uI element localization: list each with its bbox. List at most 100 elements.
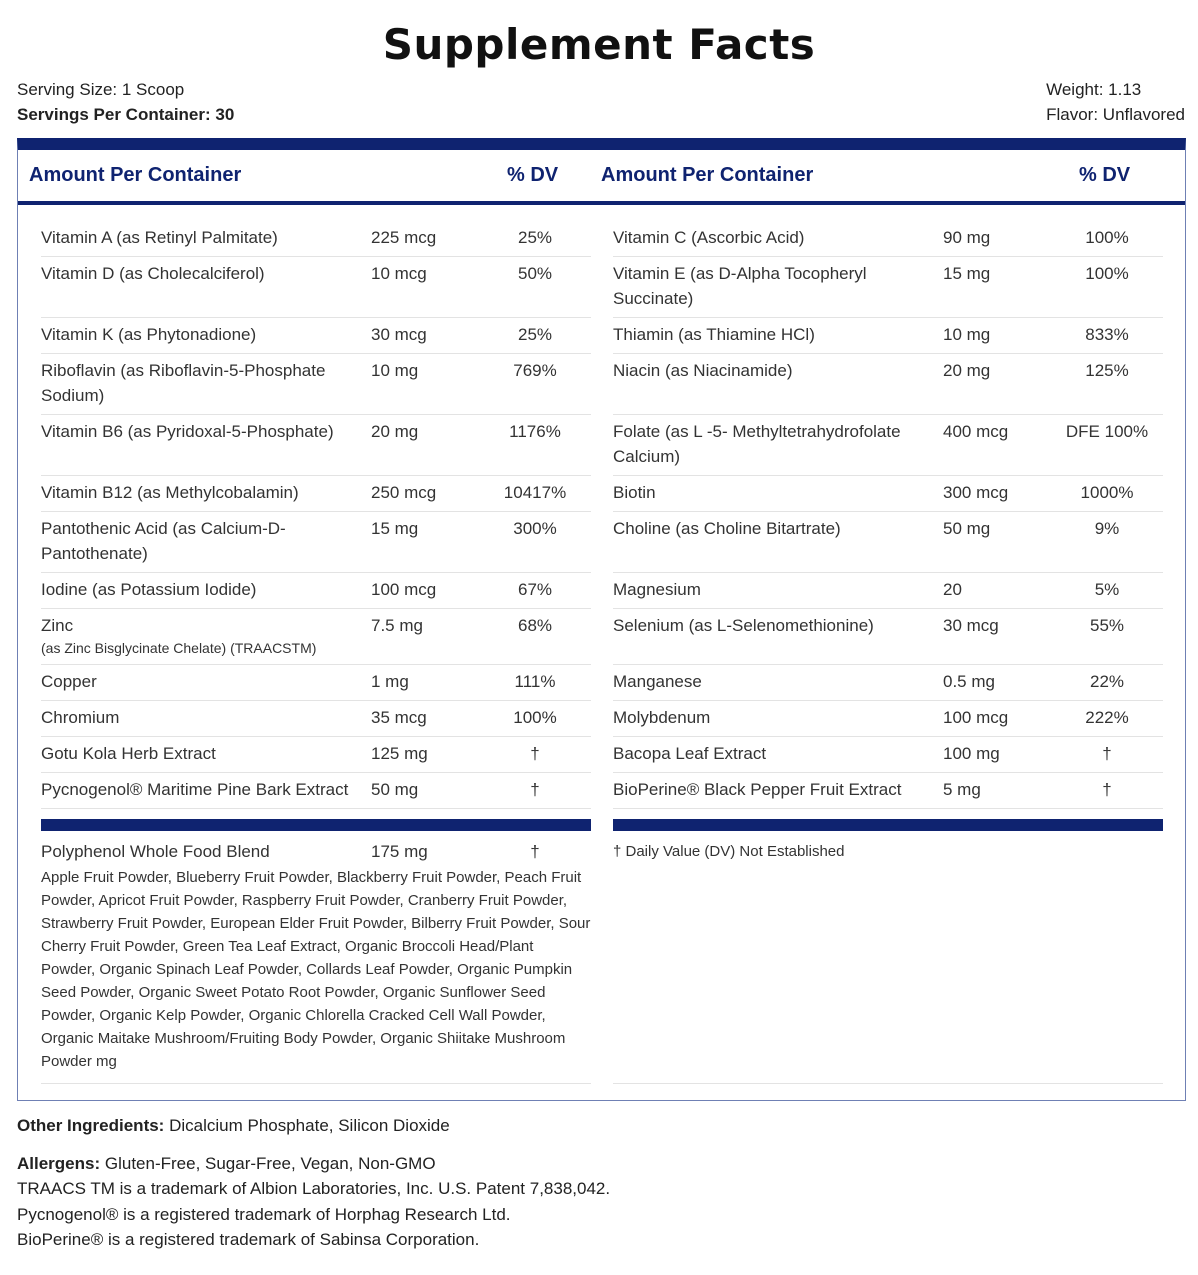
nutrient-dv: 10417% bbox=[503, 483, 567, 502]
nutrient-amount: 0.5 mg bbox=[943, 672, 995, 691]
nutrient-dv: † bbox=[530, 744, 540, 763]
nutrient-amount: 35 mcg bbox=[371, 708, 427, 727]
nutrient-label: Biotin bbox=[613, 483, 656, 502]
nutrient-row: Chromium 35 mcg 100% bbox=[41, 701, 591, 737]
nutrient-row: Manganese 0.5 mg 22% bbox=[613, 665, 1163, 701]
nutrient-amount: 7.5 mg bbox=[371, 616, 423, 635]
nutrient-dv: 50% bbox=[517, 264, 553, 283]
serving-info: Serving Size: 1 Scoop Servings Per Conta… bbox=[17, 77, 234, 127]
nutrient-name: Magnesium bbox=[613, 577, 943, 602]
other-label: Other Ingredients: bbox=[17, 1116, 165, 1135]
nutrient-row: Vitamin E (as D-Alpha Tocopheryl Succina… bbox=[613, 257, 1163, 318]
nutrient-amount: 15 mg bbox=[371, 519, 419, 538]
blend-name: Polyphenol Whole Food Blend bbox=[41, 842, 270, 861]
nutrient-name: Pycnogenol® Maritime Pine Bark Extract bbox=[41, 777, 371, 802]
nutrient-name: Vitamin C (Ascorbic Acid) bbox=[613, 225, 943, 250]
nutrient-name: Vitamin B12 (as Methylcobalamin) bbox=[41, 480, 371, 505]
nutrient-dv: 67% bbox=[517, 580, 553, 599]
serving-size: Serving Size: 1 Scoop bbox=[17, 80, 185, 99]
nutrient-row: Selenium (as L-Selenomethionine) 30 mcg … bbox=[613, 609, 1163, 665]
nutrient-dv: 68% bbox=[517, 616, 553, 635]
nutrient-dv: 833% bbox=[1085, 325, 1129, 344]
nutrient-dv: 1000% bbox=[1080, 483, 1134, 502]
nutrient-amount: 225 mcg bbox=[371, 228, 437, 247]
nutrient-dv: † bbox=[1102, 780, 1112, 799]
nutrient-row: Copper 1 mg 111% bbox=[41, 665, 591, 701]
allergens-label: Allergens: bbox=[17, 1153, 101, 1173]
nutrient-dv: 1176% bbox=[509, 422, 561, 441]
nutrient-name: Niacin (as Niacinamide) bbox=[613, 358, 943, 383]
nutrient-amount: 50 mg bbox=[943, 519, 991, 538]
nutrient-amount: 90 mg bbox=[943, 228, 991, 247]
nutrient-label: Vitamin B6 (as Pyridoxal-5-Phosphate) bbox=[41, 422, 334, 441]
nutrient-amount: 20 mg bbox=[371, 422, 419, 441]
trademark-note: TRAACS TM is a trademark of Albion Labor… bbox=[17, 1179, 611, 1198]
nutrient-label: Selenium (as L-Selenomethionine) bbox=[613, 616, 874, 635]
nutrient-row: Vitamin B12 (as Methylcobalamin) 250 mcg… bbox=[41, 476, 591, 512]
nutrient-amount: 30 mcg bbox=[371, 325, 427, 344]
nutrient-row: Molybdenum 100 mcg 222% bbox=[613, 701, 1163, 737]
nutrient-amount: 10 mg bbox=[943, 325, 991, 344]
nutrient-row: Iodine (as Potassium Iodide) 100 mcg 67% bbox=[41, 573, 591, 609]
nutrient-row: Zinc (as Zinc Bisglycinate Chelate) (TRAA… bbox=[41, 609, 591, 665]
nutrient-row: Vitamin A (as Retinyl Palmitate) 225 mcg… bbox=[41, 221, 591, 257]
nutrient-dv: 25% bbox=[517, 325, 553, 344]
nutrient-amount: 100 mg bbox=[943, 744, 1000, 763]
nutrient-row: BioPerine® Black Pepper Fruit Extract 5 … bbox=[613, 773, 1163, 809]
nutrient-amount: 1 mg bbox=[371, 672, 409, 691]
nutrient-dv: 222% bbox=[1085, 708, 1129, 727]
nutrient-label: Vitamin E (as D-Alpha Tocopheryl Succina… bbox=[613, 264, 867, 308]
nutrient-dv: 769% bbox=[513, 361, 557, 380]
nutrient-label: Vitamin C (Ascorbic Acid) bbox=[613, 228, 805, 247]
nutrient-label: Vitamin K (as Phytonadione) bbox=[41, 325, 257, 344]
nutrient-name: Thiamin (as Thiamine HCl) bbox=[613, 322, 943, 347]
other-ingredients: Other Ingredients: Dicalcium Phosphate, … bbox=[17, 1113, 610, 1139]
nutrient-amount: 125 mg bbox=[371, 744, 428, 763]
nutrient-label: Folate (as L -5- Methyltetrahydrofolate … bbox=[613, 422, 901, 466]
nutrient-row: Vitamin B6 (as Pyridoxal-5-Phosphate) 20… bbox=[41, 415, 591, 476]
allergens: Allergens: Gluten-Free, Sugar-Free, Vega… bbox=[17, 1151, 610, 1177]
nutrient-amount: 10 mg bbox=[371, 361, 419, 380]
nutrient-name: Chromium bbox=[41, 705, 371, 730]
nutrient-name: Molybdenum bbox=[613, 705, 943, 730]
blend-ingredients: Apple Fruit Powder, Blueberry Fruit Powd… bbox=[41, 869, 591, 1070]
nutrient-label: Vitamin B12 (as Methylcobalamin) bbox=[41, 483, 299, 502]
nutrient-label: Zinc bbox=[41, 616, 74, 635]
nutrient-name: Manganese bbox=[613, 669, 943, 694]
divider-bar bbox=[613, 819, 1163, 831]
nutrient-name: Selenium (as L-Selenomethionine) bbox=[613, 613, 943, 638]
nutrient-label: Bacopa Leaf Extract bbox=[613, 744, 767, 763]
nutrient-label: Gotu Kola Herb Extract bbox=[41, 744, 216, 763]
nutrient-name: Choline (as Choline Bitartrate) bbox=[613, 516, 943, 541]
nutrient-row: Magnesium 20 5% bbox=[613, 573, 1163, 609]
nutrient-dv: 111% bbox=[514, 672, 556, 691]
nutrient-dv: 100% bbox=[1085, 228, 1129, 247]
table-header: Amount Per Container % DV Amount Per Con… bbox=[18, 150, 1185, 205]
nutrient-label: Riboflavin (as Riboflavin-5-Phosphate So… bbox=[41, 361, 326, 405]
nutrient-amount: 5 mg bbox=[943, 780, 981, 799]
nutrient-name: Biotin bbox=[613, 480, 943, 505]
nutrient-name: Vitamin E (as D-Alpha Tocopheryl Succina… bbox=[613, 261, 943, 311]
page-title: Supplement Facts bbox=[382, 20, 816, 69]
trademark-note: BioPerine® is a registered trademark of … bbox=[17, 1230, 480, 1249]
nutrient-amount: 20 mg bbox=[943, 361, 991, 380]
nutrient-dv: 100% bbox=[1085, 264, 1129, 283]
nutrient-name: Vitamin B6 (as Pyridoxal-5-Phosphate) bbox=[41, 419, 371, 444]
nutrient-label: Copper bbox=[41, 672, 97, 691]
nutrient-label: Niacin (as Niacinamide) bbox=[613, 361, 793, 380]
dv-note: † Daily Value (DV) Not Established bbox=[613, 843, 845, 860]
servings-per-container: Servings Per Container: 30 bbox=[17, 105, 235, 124]
blend-dv: † bbox=[530, 842, 540, 861]
nutrient-dv: 100% bbox=[513, 708, 557, 727]
allergens-value: Gluten-Free, Sugar-Free, Vegan, Non-GMO bbox=[100, 1153, 436, 1173]
nutrient-amount: 100 mcg bbox=[371, 580, 437, 599]
nutrient-dv: † bbox=[530, 780, 540, 799]
nutrient-name: Vitamin D (as Cholecalciferol) bbox=[41, 261, 371, 286]
nutrient-name: Bacopa Leaf Extract bbox=[613, 741, 943, 766]
amount-header-right: Amount Per Container bbox=[601, 164, 814, 186]
nutrient-row: Choline (as Choline Bitartrate) 50 mg 9% bbox=[613, 512, 1163, 573]
nutrient-amount: 20 bbox=[943, 580, 962, 599]
nutrient-row: Pycnogenol® Maritime Pine Bark Extract 5… bbox=[41, 773, 591, 809]
nutrient-amount: 10 mcg bbox=[371, 264, 427, 283]
flavor: Flavor: Unflavored bbox=[1046, 105, 1185, 124]
